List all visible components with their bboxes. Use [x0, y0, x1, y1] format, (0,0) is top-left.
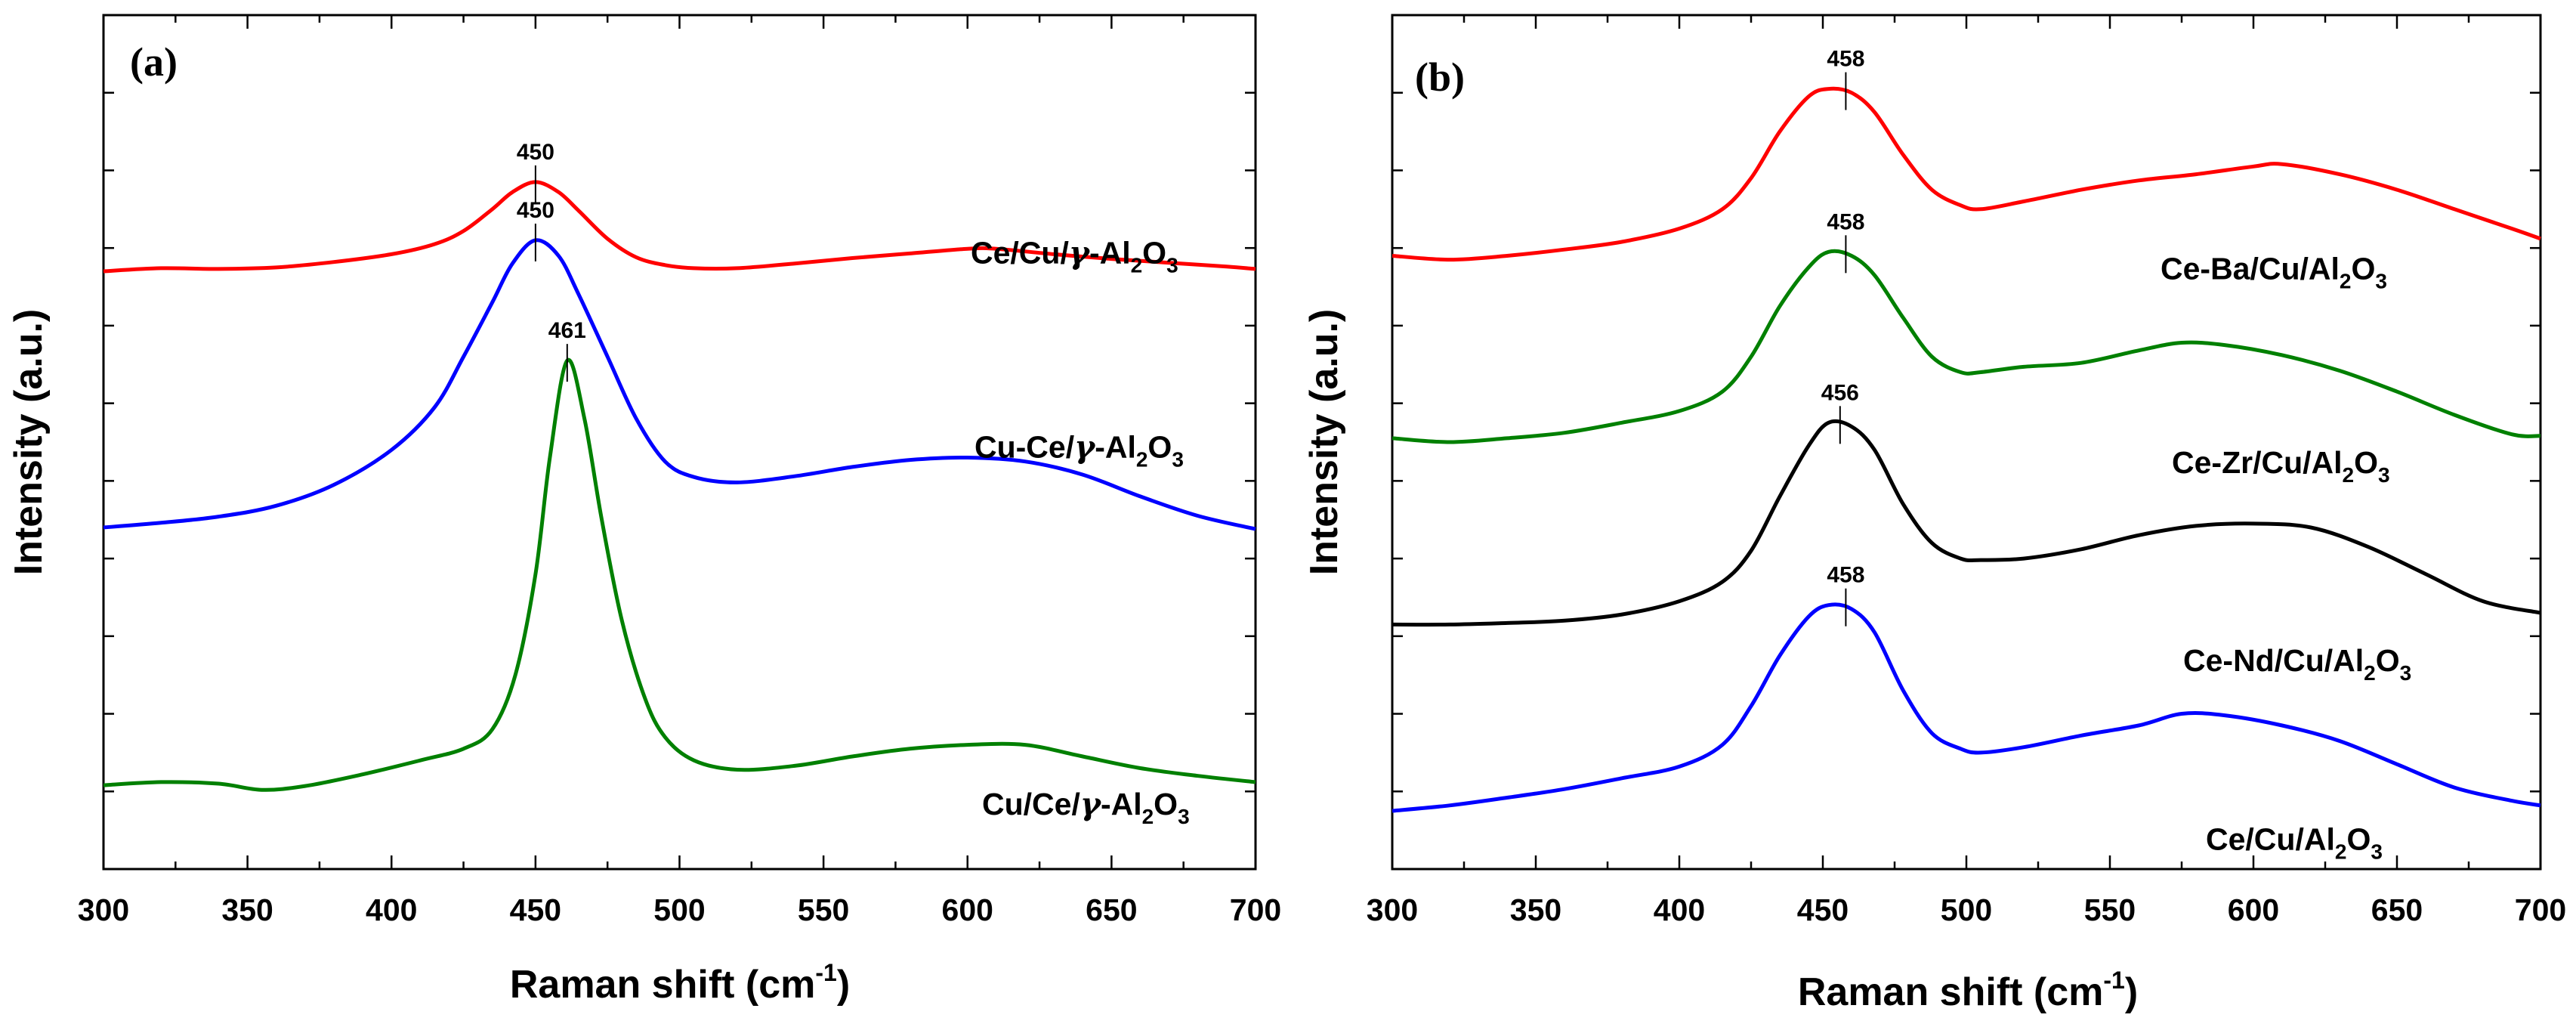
series-label: Cu-Ce/γ-Al2O3: [974, 429, 1184, 472]
series-label-sub: 2: [1142, 805, 1154, 828]
series-line: [103, 180, 1256, 274]
series-label-text: Ce-Zr/Cu/Al: [2172, 445, 2343, 480]
x-axis-label-end: ): [2125, 970, 2138, 1014]
series-label-sub: 3: [1178, 805, 1190, 828]
x-tick-label: 600: [2228, 892, 2279, 927]
x-axis-label-end: ): [837, 963, 850, 1007]
series-label-sub: 3: [2378, 463, 2390, 487]
x-tick-label: 300: [78, 892, 129, 927]
x-tick-label: 500: [1941, 892, 1992, 927]
x-tick-label: 350: [1510, 892, 1561, 927]
series-label-sub: 2: [1131, 254, 1143, 277]
series-label-sub: 2: [2343, 463, 2355, 487]
series-label-text: Cu-Ce/: [974, 430, 1074, 465]
series-label-text: -Al: [1095, 430, 1136, 465]
series-label-sub: 2: [2340, 269, 2352, 292]
series-label-text: Ce-Nd/Cu/Al: [2183, 643, 2364, 678]
series-line: [1391, 419, 2541, 627]
series-label: Ce/Cu/γ-Al2O3: [971, 235, 1178, 277]
series-label-sub: 3: [1166, 254, 1178, 277]
x-axis-label-text: Raman shift (cm: [1798, 970, 2104, 1014]
series-label-text: O: [1142, 236, 1166, 271]
x-tick-label: 300: [1367, 892, 1418, 927]
series-line: [1391, 86, 2541, 262]
x-tick-label: 700: [1230, 892, 1281, 927]
peak-label: 458: [1827, 47, 1864, 72]
series-label-sub: 3: [1172, 448, 1184, 472]
series-label-text: Ce/Cu/: [971, 236, 1069, 271]
panel-label: (b): [1415, 54, 1465, 100]
series-label: Ce-Ba/Cu/Al2O3: [2161, 251, 2387, 292]
series-line: [103, 357, 1256, 792]
series-label-text: O: [1154, 787, 1178, 821]
x-tick-label: 500: [653, 892, 705, 927]
x-tick-label: 700: [2515, 892, 2566, 927]
series-label-text: O: [2346, 821, 2371, 856]
peak-label: 458: [1827, 563, 1864, 588]
x-tick-label: 550: [798, 892, 849, 927]
x-tick-label: 650: [1086, 892, 1137, 927]
x-axis-label: Raman shift (cm-1): [510, 959, 850, 1007]
series-label: Ce-Nd/Cu/Al2O3: [2183, 643, 2411, 685]
series-line: [1391, 602, 2541, 813]
x-tick-label: 350: [221, 892, 273, 927]
series-label-text: -Al: [1089, 236, 1131, 271]
series-label: Ce-Zr/Cu/Al2O3: [2172, 445, 2390, 487]
series-label-sub: 3: [2400, 661, 2412, 685]
x-tick-label: 450: [1797, 892, 1849, 927]
series-label-text: O: [2352, 251, 2376, 286]
x-axis-label-text: Raman shift (cm: [510, 963, 816, 1007]
series-label-sub: 2: [1136, 448, 1148, 472]
peak-label: 461: [548, 318, 586, 343]
peak-label: 450: [517, 198, 554, 223]
series-label-text: Cu/Ce/: [982, 787, 1080, 821]
series-label-text: Ce/Cu/Al: [2206, 821, 2335, 856]
x-tick-label: 400: [1654, 892, 1705, 927]
x-tick-label: 400: [366, 892, 417, 927]
x-axis-label: Raman shift (cm-1): [1798, 967, 2138, 1014]
peak-label: 458: [1827, 209, 1864, 234]
series-label-text: Ce-Ba/Cu/Al: [2161, 251, 2340, 286]
x-tick-label: 650: [2371, 892, 2423, 927]
series-line: [1391, 249, 2541, 444]
series-label-text: O: [2354, 445, 2378, 480]
y-axis-label: Intensity (a.u.): [1302, 309, 1346, 575]
series-line: [103, 238, 1256, 531]
series-label: Cu/Ce/γ-Al2O3: [982, 786, 1190, 828]
panel-label: (a): [130, 39, 178, 85]
chart-panel-b: 300 350 400 450 500 550 600 650 700 Raman shift (…: [1302, 14, 2566, 1014]
x-tick-label: 600: [942, 892, 993, 927]
series-label-sub: 3: [2375, 269, 2387, 292]
series-label-sub: 2: [2335, 840, 2347, 863]
series-label-gamma: γ: [1069, 235, 1091, 271]
x-tick-label: 450: [510, 892, 561, 927]
x-tick-label: 550: [2084, 892, 2136, 927]
series-label-text: -Al: [1101, 787, 1142, 821]
series-label-gamma: γ: [1074, 429, 1096, 466]
x-axis-label-sup: -1: [2103, 967, 2124, 994]
series-0: 450 Ce/Cu/γ-Al2O3: [103, 140, 1256, 277]
series-label-text: O: [1147, 430, 1172, 465]
y-axis-label: Intensity (a.u.): [7, 309, 51, 575]
series-label-sub: 2: [2364, 661, 2376, 685]
series-label-text: O: [2376, 643, 2400, 678]
plot-frame: [1391, 14, 2542, 871]
series-0: 458 Ce-Ba/Cu/Al2O3: [1391, 47, 2541, 292]
series-label: Ce/Cu/Al2O3: [2206, 821, 2383, 863]
series-label-sub: 3: [2371, 840, 2383, 863]
peak-label: 450: [517, 140, 554, 165]
peak-label: 456: [1821, 380, 1859, 405]
chart-panel-a: 300 350 400 450 500 550 600 650 700 Raman shift (…: [7, 14, 1281, 1007]
series-label-gamma: γ: [1080, 786, 1102, 822]
x-axis-label-sup: -1: [815, 959, 836, 986]
